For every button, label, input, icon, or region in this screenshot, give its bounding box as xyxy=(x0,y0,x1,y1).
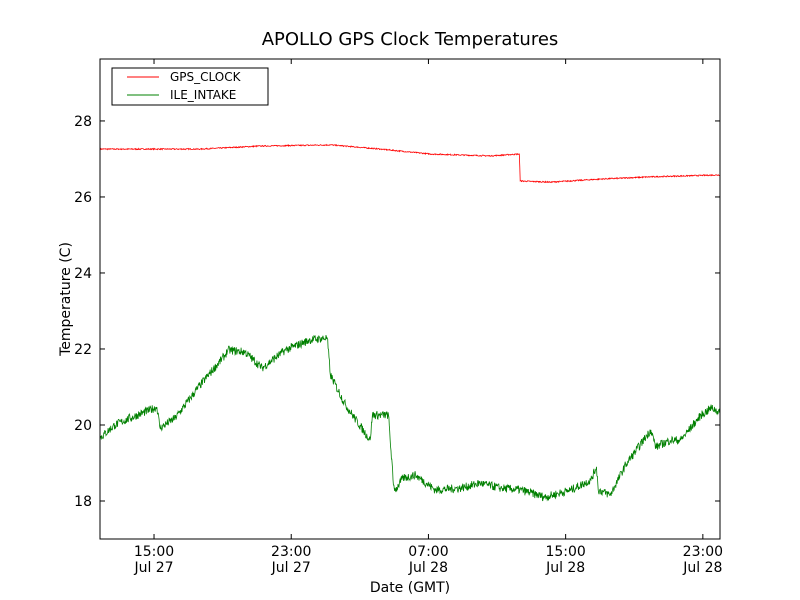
x-tick-label-date: Jul 28 xyxy=(408,560,448,576)
x-tick-label-time: 15:00 xyxy=(545,544,585,560)
axes-frame xyxy=(99,58,721,540)
x-tick-label-date: Jul 28 xyxy=(545,560,585,576)
x-tick-label-date: Jul 27 xyxy=(133,560,173,576)
plot-area xyxy=(99,143,721,502)
x-tick-label-time: 23:00 xyxy=(683,544,723,560)
y-axis-label: Temperature (C) xyxy=(58,242,74,357)
legend-label-gps-clock: GPS_CLOCK xyxy=(170,70,242,84)
y-tick-label: 18 xyxy=(74,494,92,510)
y-tick-label: 24 xyxy=(74,266,92,282)
chart-title: APOLLO GPS Clock Temperatures xyxy=(262,29,559,50)
legend-box xyxy=(111,67,269,106)
legend: GPS_CLOCK ILE_INTAKE xyxy=(111,67,269,106)
legend-label-ile-intake: ILE_INTAKE xyxy=(170,88,236,102)
x-tick-label-time: 07:00 xyxy=(408,544,448,560)
x-tick-label-date: Jul 27 xyxy=(271,560,311,576)
series-line-ile-intake xyxy=(99,334,721,502)
y-tick-label: 22 xyxy=(74,342,92,358)
x-tick-label-time: 15:00 xyxy=(134,544,174,560)
series-line-gps-clock xyxy=(99,143,721,184)
x-axis-label: Date (GMT) xyxy=(370,580,450,596)
y-tick-label: 26 xyxy=(74,190,92,206)
y-tick-label: 28 xyxy=(74,114,92,130)
y-axis: 18 20 22 24 26 28 xyxy=(74,114,720,510)
x-tick-label-time: 23:00 xyxy=(271,544,311,560)
x-tick-label-date: Jul 28 xyxy=(682,560,722,576)
y-tick-label: 20 xyxy=(74,418,92,434)
